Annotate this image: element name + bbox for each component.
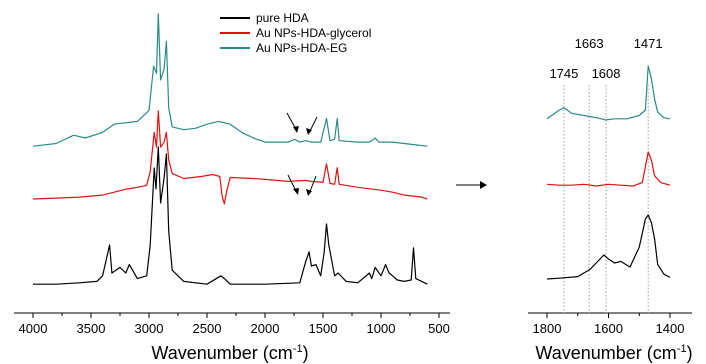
right-series-line-2 [546, 65, 671, 121]
right-x-ticks: 1800 1600 1400 [533, 313, 685, 336]
legend-label-0: pure HDA [256, 11, 309, 25]
left-tick-label-3000: 3000 [135, 321, 164, 336]
peak-guide-lines [563, 85, 649, 313]
left-tick-label-3500: 3500 [77, 321, 106, 336]
zoom-arrow [456, 181, 487, 189]
left-x-axis-title: Wavenumber (cm-1) [151, 343, 308, 363]
peak-label-1471: 1471 [634, 36, 663, 51]
legend-label-2: Au NPs-HDA-EG [256, 41, 347, 55]
peak-label-1608: 1608 [592, 66, 621, 81]
left-series-group [32, 13, 428, 285]
right-series-line-0 [546, 214, 671, 280]
right-tick-label-1800: 1800 [533, 321, 562, 336]
legend-label-1: Au NPs-HDA-glycerol [256, 26, 371, 40]
right-tick-label-1400: 1400 [656, 321, 685, 336]
zoom-spectrum-panel: 1800 1600 1400 1745 1663 1608 1471 Wavenumber… [528, 36, 693, 363]
arrow-gly-2-head [306, 189, 312, 196]
right-series-line-1 [546, 151, 671, 187]
arrow-gly-1-head [293, 188, 299, 195]
peak-label-1745: 1745 [549, 66, 578, 81]
peak-labels: 1745 1663 1608 1471 [549, 36, 662, 81]
left-series-line-2 [32, 13, 428, 147]
left-series-line-0 [33, 146, 428, 285]
left-tick-label-2500: 2500 [193, 321, 222, 336]
left-x-ticks: 4000 3500 3000 2500 2000 1500 1000 500 [19, 313, 450, 336]
arrow-eg-2-head [306, 128, 312, 135]
arrow-eg-1-head [293, 126, 299, 133]
left-series-line-1 [32, 110, 428, 205]
left-tick-label-500: 500 [428, 321, 450, 336]
right-x-axis-title: Wavenumber (cm-1) [535, 343, 692, 363]
left-annotation-arrows [286, 112, 318, 196]
main-spectrum-panel: 4000 3500 3000 2500 2000 1500 1000 500 pure HDA… [14, 11, 450, 363]
left-tick-label-4000: 4000 [19, 321, 48, 336]
left-tick-label-1000: 1000 [367, 321, 396, 336]
right-series-group [546, 65, 671, 280]
peak-label-1663: 1663 [575, 36, 604, 51]
left-tick-label-1500: 1500 [309, 321, 338, 336]
left-tick-label-2000: 2000 [251, 321, 280, 336]
right-tick-label-1600: 1600 [594, 321, 623, 336]
